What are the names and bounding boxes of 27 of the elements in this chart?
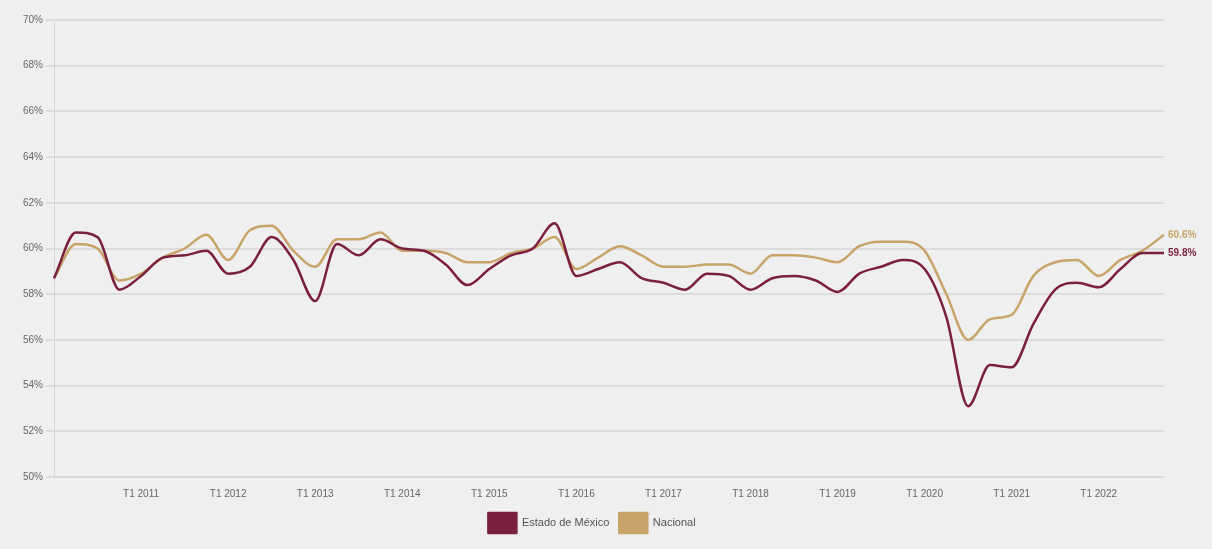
x-tick-label: T1 2017 [645, 487, 683, 499]
legend-label: Nacional [652, 516, 696, 529]
x-tick-label: T1 2014 [383, 487, 422, 499]
y-tick-label: 56% [23, 333, 44, 345]
x-tick-label: T1 2018 [732, 487, 770, 499]
y-tick-label: 70% [23, 13, 44, 25]
x-tick-label: T1 2021 [993, 487, 1031, 499]
y-tick-label: 52% [23, 425, 44, 437]
y-tick-label: 58% [23, 287, 44, 299]
x-tick-label: T1 2013 [296, 487, 334, 499]
y-tick-label: 54% [23, 379, 44, 391]
x-tick-label: T1 2015 [470, 487, 509, 499]
x-tick-label: T1 2022 [1080, 487, 1118, 499]
y-tick-label: 62% [23, 196, 44, 208]
x-tick-label: T1 2020 [906, 487, 944, 499]
y-tick-label: 64% [23, 150, 44, 162]
y-tick-label: 60% [23, 242, 44, 254]
x-tick-label: T1 2011 [123, 487, 160, 499]
data-label: 60.6% [1168, 228, 1197, 240]
x-tick-label: T1 2019 [819, 487, 857, 499]
y-tick-label: 50% [23, 470, 44, 482]
x-tick-label: T1 2016 [558, 487, 596, 499]
y-tick-label: 66% [23, 105, 44, 117]
x-tick-label: T1 2012 [209, 487, 247, 499]
data-label: 59.8% [1168, 246, 1197, 258]
y-tick-label: 68% [23, 59, 44, 71]
legend-label: Estado de México [521, 516, 610, 529]
